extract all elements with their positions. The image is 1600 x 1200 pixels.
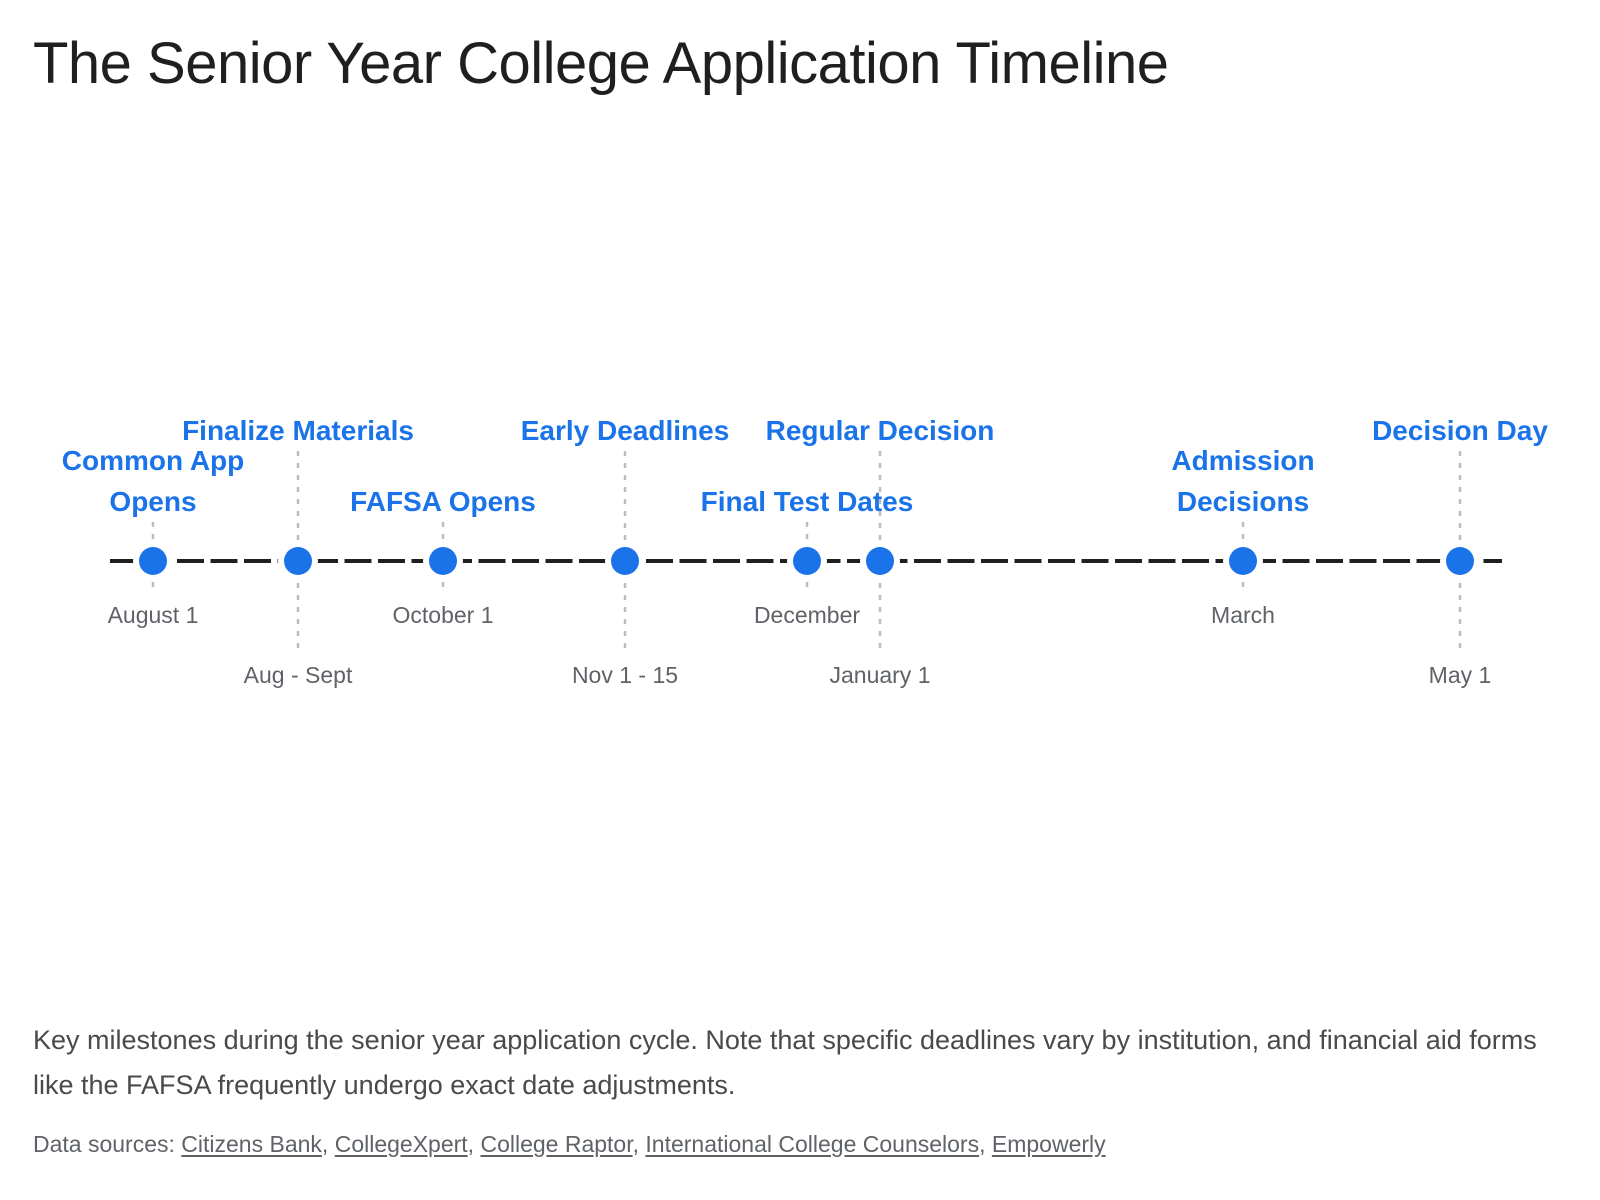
source-link[interactable]: College Raptor [480, 1131, 633, 1157]
milestone: Finalize Materials Aug - Sept [182, 415, 414, 688]
milestone-date: May 1 [1429, 662, 1492, 688]
milestone-dot [793, 547, 821, 575]
milestone-dot [1229, 547, 1257, 575]
milestone-label: Admission [1171, 445, 1314, 476]
milestone-label: Decisions [1177, 486, 1309, 517]
source-link[interactable]: CollegeXpert [334, 1131, 468, 1157]
milestone-label: Early Deadlines [521, 415, 730, 446]
milestone-dot [139, 547, 167, 575]
source-link[interactable]: Citizens Bank [181, 1131, 322, 1157]
milestone-date: December [754, 602, 860, 628]
milestone-dot [1446, 547, 1474, 575]
milestone: FAFSA Opens October 1 [350, 486, 536, 628]
data-sources-prefix: Data sources: [33, 1131, 182, 1157]
milestone-label: Decision Day [1372, 415, 1548, 446]
source-link[interactable]: International College Counselors [645, 1131, 980, 1157]
milestone-date: October 1 [393, 602, 494, 628]
milestone-label: Finalize Materials [182, 415, 414, 446]
page-title: The Senior Year College Application Time… [33, 31, 1169, 96]
milestone-dot [284, 547, 312, 575]
source-link[interactable]: Empowerly [991, 1131, 1106, 1157]
milestone-label: Common App [62, 445, 245, 476]
milestone-date: Nov 1 - 15 [572, 662, 678, 688]
milestone-label: FAFSA Opens [350, 486, 536, 517]
milestone-label: Opens [109, 486, 196, 517]
milestone-date: March [1211, 602, 1275, 628]
milestone-dot [611, 547, 639, 575]
caption: Key milestones during the senior year ap… [33, 1025, 1537, 1100]
data-sources: Data sources: Citizens Bank, CollegeXper… [33, 1131, 1106, 1157]
milestone: Common App Opens August 1 [62, 445, 245, 628]
milestone: Decision Day May 1 [1372, 415, 1548, 688]
milestone-date: Aug - Sept [244, 662, 353, 688]
milestone-dot [866, 547, 894, 575]
milestone: Early Deadlines Nov 1 - 15 [521, 415, 730, 688]
milestone: Admission Decisions March [1171, 445, 1314, 628]
milestone-date: January 1 [829, 662, 930, 688]
milestone-label: Regular Decision [766, 415, 995, 446]
milestone: Regular Decision January 1 [766, 415, 995, 688]
milestone: Final Test Dates December [701, 486, 914, 628]
milestone-label: Final Test Dates [701, 486, 914, 517]
milestone-dot [429, 547, 457, 575]
milestone-date: August 1 [108, 602, 199, 628]
